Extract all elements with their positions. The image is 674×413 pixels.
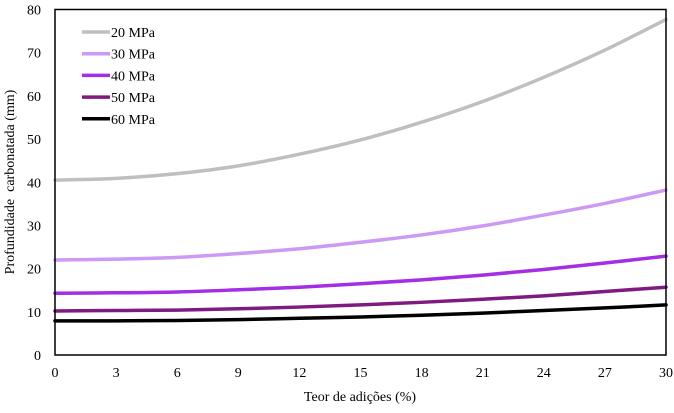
- series-line-60-mpa: [53, 303, 668, 323]
- y-tick-label: 70: [27, 47, 41, 62]
- y-axis-label: Profundidade carbonatada (mm): [3, 89, 18, 274]
- x-tick-label: 21: [476, 366, 490, 381]
- x-tick-label: 27: [598, 366, 612, 381]
- legend-label: 60 MPa: [111, 113, 156, 128]
- x-tick-label: 15: [354, 366, 368, 381]
- y-tick-label: 0: [34, 349, 41, 364]
- x-axis-ticks: 0 3 6 9 12 15 18 21 24 27 30: [52, 366, 674, 381]
- y-axis-ticks: 0 10 20 30 40 50 60 70 80: [27, 4, 41, 365]
- series-line-20-mpa: [53, 17, 668, 182]
- x-tick-label: 6: [174, 366, 181, 381]
- x-axis-label: Teor de adições (%): [304, 390, 416, 405]
- x-tick-label: 30: [659, 366, 673, 381]
- series-line-30-mpa: [53, 188, 668, 262]
- y-tick-label: 10: [27, 306, 41, 321]
- x-tick-label: 24: [537, 366, 551, 381]
- y-tick-label: 40: [27, 176, 41, 191]
- x-tick-label: 12: [292, 366, 306, 381]
- legend-label: 50 MPa: [111, 91, 156, 106]
- legend-label: 30 MPa: [111, 48, 156, 63]
- y-tick-label: 60: [27, 90, 41, 105]
- x-tick-label: 3: [113, 366, 120, 381]
- y-tick-label: 50: [27, 133, 41, 148]
- y-tick-label: 30: [27, 219, 41, 234]
- legend-label: 40 MPa: [111, 69, 156, 84]
- x-tick-label: 0: [52, 366, 59, 381]
- y-tick-label: 80: [27, 4, 41, 19]
- x-tick-label: 9: [235, 366, 242, 381]
- series-line-50-mpa: [53, 285, 668, 313]
- x-tick-label: 18: [415, 366, 429, 381]
- y-tick-label: 20: [27, 263, 41, 278]
- legend-label: 20 MPa: [111, 26, 156, 41]
- plot-frame: [54, 8, 667, 356]
- legend: 20 MPa 30 MPa 40 MPa 50 MPa 60 MPa: [82, 26, 156, 128]
- series-layer: [53, 17, 668, 323]
- series-line-40-mpa: [53, 254, 668, 295]
